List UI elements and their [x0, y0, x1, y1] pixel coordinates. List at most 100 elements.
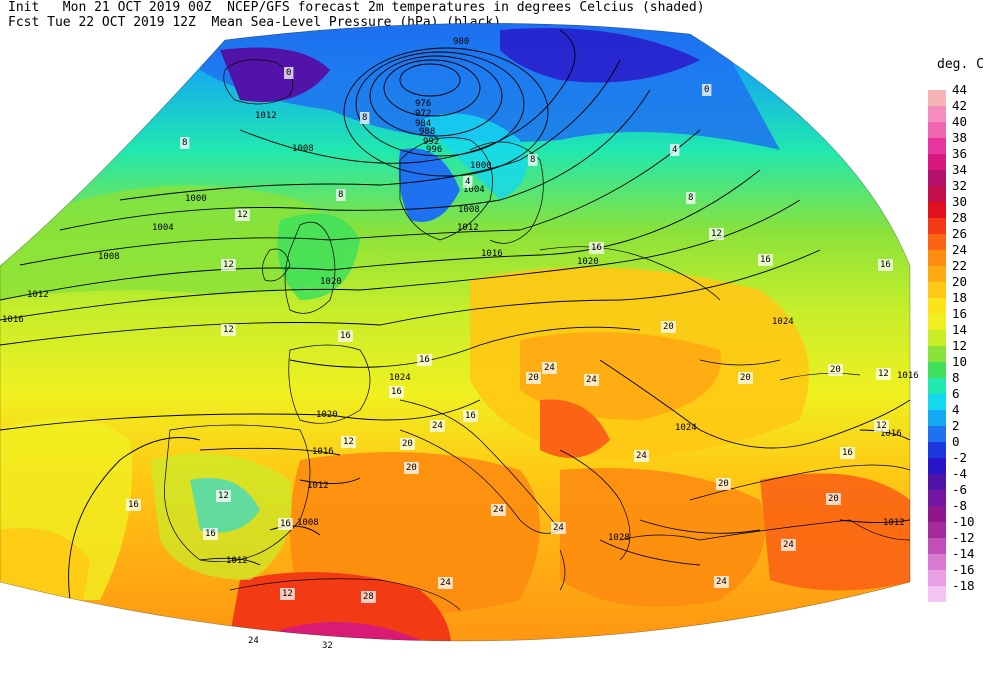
temp-label: 12	[282, 589, 293, 599]
temp-label: 12	[876, 421, 887, 431]
temp-label: 24	[783, 540, 794, 550]
temp-label: 20	[406, 463, 417, 473]
temp-label-box	[278, 518, 293, 530]
temp-label: 24	[493, 505, 504, 515]
temp-label: 24	[636, 451, 647, 461]
legend-label: 14	[952, 322, 968, 337]
legend-label: 2	[952, 418, 960, 433]
legend-swatch	[928, 522, 946, 538]
temp-label: 8	[688, 193, 693, 203]
temp-label: 12	[343, 437, 354, 447]
temp-label-box	[463, 410, 478, 422]
temp-label-box	[341, 436, 356, 448]
temp-label-box	[280, 588, 295, 600]
temp-label: 12	[711, 229, 722, 239]
legend-label: -2	[952, 450, 968, 465]
temp-label: 16	[760, 255, 771, 265]
temp-label-box	[874, 420, 889, 432]
isobar-label: 992	[423, 137, 439, 147]
legend-swatch	[928, 90, 946, 106]
legend-label: 10	[952, 354, 968, 369]
temp-label-box	[400, 438, 415, 450]
temp-label: 24	[586, 375, 597, 385]
legend-label: -12	[952, 530, 975, 545]
temp-label-box	[542, 362, 557, 374]
temp-label: 16	[465, 411, 476, 421]
legend-swatch	[928, 378, 946, 394]
temp-label-box	[180, 137, 190, 149]
isobar-label: 1012	[457, 223, 479, 233]
legend-label: 32	[952, 178, 968, 193]
coastlines	[164, 59, 910, 611]
legend-label: -6	[952, 482, 968, 497]
temp-label: 20	[402, 439, 413, 449]
temp-label: 20	[828, 494, 839, 504]
temp-label: 8	[362, 113, 367, 123]
isobar-label: 1004	[152, 223, 174, 233]
legend-swatch	[928, 330, 946, 346]
isobar-label: 1012	[883, 518, 905, 528]
temp-label-box	[126, 499, 141, 511]
isobar-label: 1008	[458, 205, 480, 215]
temp-label: 12	[218, 491, 229, 501]
legend-swatch	[928, 234, 946, 250]
isobar-label: 1008	[292, 144, 314, 154]
temp-label-box	[661, 321, 676, 333]
legend-swatch	[928, 394, 946, 410]
legend-swatch	[928, 282, 946, 298]
isobar-label: 1000	[470, 161, 492, 171]
legend-label: 4	[952, 402, 960, 417]
temp-label-box	[491, 504, 506, 516]
isobar-label: 980	[453, 37, 469, 47]
temp-label: 32	[322, 641, 333, 651]
legend-swatch	[928, 346, 946, 362]
legend-label: 24	[952, 242, 968, 257]
legend-label: 42	[952, 98, 968, 113]
legend-label: 18	[952, 290, 968, 305]
temp-label: 12	[223, 325, 234, 335]
legend-swatch	[928, 426, 946, 442]
legend-swatch	[928, 586, 946, 602]
temp-label-box	[320, 640, 335, 652]
temp-label-box	[686, 192, 696, 204]
temp-label-box	[551, 522, 566, 534]
isobar-label: 1020	[577, 257, 599, 267]
temp-label-box	[826, 493, 841, 505]
legend-swatch	[928, 410, 946, 426]
temp-label-box	[404, 462, 419, 474]
legend-swatch	[928, 170, 946, 186]
legend-label: 20	[952, 274, 968, 289]
legend-label: 34	[952, 162, 968, 177]
temp-label: 24	[248, 636, 259, 646]
legend-label: 6	[952, 386, 960, 401]
isobar-label: 976	[415, 99, 431, 109]
legend-label: -16	[952, 562, 975, 577]
temp-label-box	[417, 354, 432, 366]
temp-label: 24	[553, 523, 564, 533]
temp-label-box	[702, 84, 712, 96]
temp-label-box	[336, 189, 346, 201]
temp-label: 8	[338, 190, 343, 200]
temp-label: 24	[716, 577, 727, 587]
legend-label: -18	[952, 578, 975, 593]
temp-label: 8	[530, 155, 535, 165]
isobar-label: 1028	[608, 533, 630, 543]
isobar-label: 1024	[675, 423, 697, 433]
temp-label: 16	[880, 260, 891, 270]
temp-label-box	[216, 490, 231, 502]
legend-label: 0	[952, 434, 960, 449]
temp-label: 20	[718, 479, 729, 489]
legend-label: 26	[952, 226, 968, 241]
legend-label: 40	[952, 114, 968, 129]
isobar-label-group: 980 976 972 984 988 992 996 1000 1004 10…	[2, 37, 919, 566]
legend-swatch	[928, 266, 946, 282]
isobar-label: 1008	[297, 518, 319, 528]
isobar-label: 1012	[226, 556, 248, 566]
isobar-label: 1000	[185, 194, 207, 204]
temp-label-box	[716, 478, 731, 490]
isobar-label: 1004	[463, 185, 485, 195]
legend-label: 44	[952, 82, 968, 97]
temp-label: 4	[672, 145, 677, 155]
legend-label: 30	[952, 194, 968, 209]
